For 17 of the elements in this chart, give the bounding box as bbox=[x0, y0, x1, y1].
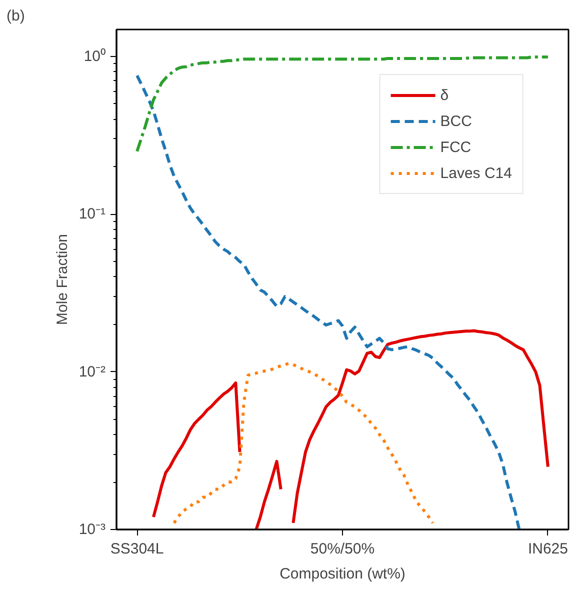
x-tick-label: IN625 bbox=[528, 540, 568, 558]
legend-label: Laves C14 bbox=[440, 164, 512, 182]
line-series bbox=[172, 362, 434, 524]
line-series bbox=[136, 74, 521, 530]
y-axis-title: Mole Fraction bbox=[54, 234, 71, 325]
legend-label: δ bbox=[440, 86, 450, 104]
text: (b) bbox=[6, 8, 25, 24]
y-tick-label: 10⁻² bbox=[78, 363, 106, 380]
legend-label: FCC bbox=[440, 138, 472, 156]
legend-label: BCC bbox=[440, 112, 472, 130]
x-tick-label: 50%/50% bbox=[310, 540, 375, 558]
line-series bbox=[136, 56, 550, 153]
x-axis-title: Composition (wt%) bbox=[280, 566, 406, 582]
x-tick-label: SS304L bbox=[110, 540, 164, 558]
y-tick-label: 10⁻³ bbox=[78, 521, 106, 538]
y-tick-label: 10⁰ bbox=[84, 48, 106, 65]
y-tick-label: 10⁻¹ bbox=[78, 206, 106, 223]
